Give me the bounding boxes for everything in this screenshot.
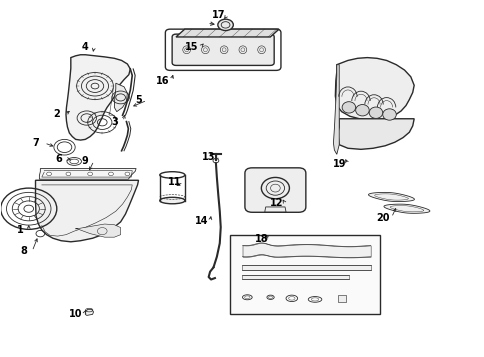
Polygon shape xyxy=(334,57,413,120)
Text: 9: 9 xyxy=(82,156,89,166)
Ellipse shape xyxy=(261,177,289,199)
Polygon shape xyxy=(337,295,346,302)
Circle shape xyxy=(108,172,113,176)
Polygon shape xyxy=(85,310,93,316)
FancyBboxPatch shape xyxy=(172,34,273,65)
Text: 2: 2 xyxy=(53,110,60,120)
Text: 10: 10 xyxy=(69,309,82,319)
Polygon shape xyxy=(383,204,429,213)
Bar xyxy=(230,235,379,315)
Polygon shape xyxy=(337,119,413,149)
Polygon shape xyxy=(66,55,130,140)
Text: 20: 20 xyxy=(375,213,389,223)
Polygon shape xyxy=(76,224,121,237)
Circle shape xyxy=(46,172,51,176)
Text: 14: 14 xyxy=(194,216,208,226)
Text: 13: 13 xyxy=(201,152,215,162)
Polygon shape xyxy=(35,180,138,242)
FancyBboxPatch shape xyxy=(244,168,305,212)
Circle shape xyxy=(217,19,233,31)
Text: 11: 11 xyxy=(167,177,181,187)
Text: 19: 19 xyxy=(332,159,345,169)
Text: 15: 15 xyxy=(184,42,198,52)
Ellipse shape xyxy=(368,107,382,119)
Text: 8: 8 xyxy=(20,246,27,256)
Polygon shape xyxy=(39,169,136,179)
Ellipse shape xyxy=(355,105,368,116)
Text: 17: 17 xyxy=(211,10,225,20)
Polygon shape xyxy=(333,65,338,154)
Text: 12: 12 xyxy=(269,198,283,208)
Text: 1: 1 xyxy=(16,225,23,235)
Polygon shape xyxy=(114,83,127,112)
Text: 16: 16 xyxy=(156,76,169,86)
Text: 5: 5 xyxy=(135,95,142,105)
Polygon shape xyxy=(264,207,286,212)
Text: 6: 6 xyxy=(55,154,62,164)
Ellipse shape xyxy=(382,109,395,120)
Text: 3: 3 xyxy=(111,117,118,127)
Text: 4: 4 xyxy=(82,42,89,52)
Polygon shape xyxy=(176,29,278,37)
Ellipse shape xyxy=(159,197,184,204)
Circle shape xyxy=(66,172,71,176)
Text: 7: 7 xyxy=(32,138,39,148)
Ellipse shape xyxy=(341,102,355,113)
Circle shape xyxy=(88,172,92,176)
Text: 18: 18 xyxy=(255,234,268,244)
Circle shape xyxy=(125,172,130,176)
Polygon shape xyxy=(368,192,414,202)
